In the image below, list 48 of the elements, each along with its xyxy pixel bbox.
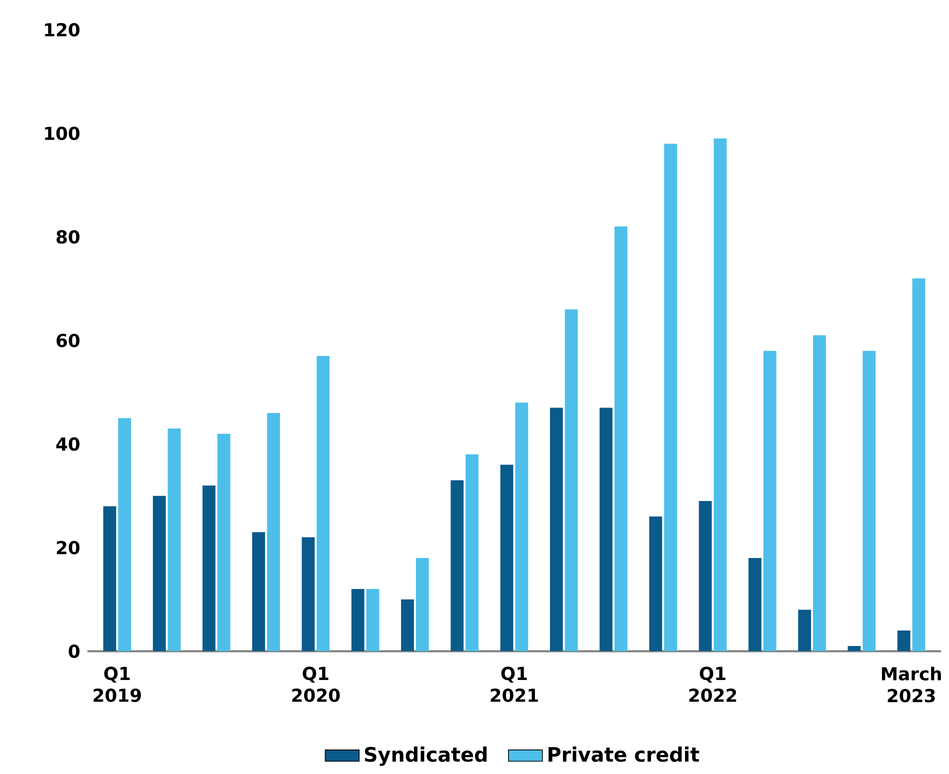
y-tick-label: 120: [45, 22, 80, 36]
bar: [862, 350, 876, 652]
bar: [118, 418, 132, 652]
bar: [649, 516, 662, 652]
bar: [714, 138, 727, 652]
bar: [748, 558, 762, 652]
bar: [515, 402, 528, 652]
bar: [564, 309, 578, 652]
bar: [366, 588, 380, 652]
bar: [550, 408, 563, 652]
y-tick-label: 100: [45, 126, 80, 140]
bar: [897, 630, 910, 652]
x-tick-label: Q1 2021: [490, 666, 538, 702]
bar: [600, 408, 613, 652]
bar: [848, 646, 861, 652]
bar: [763, 350, 776, 652]
y-tick-label: 0: [68, 644, 80, 658]
bar: [152, 496, 166, 652]
y-tick-label: 40: [56, 437, 80, 451]
y-tick-label: 80: [56, 230, 80, 244]
x-tick-label: Q1 2019: [94, 666, 141, 702]
bar: [202, 485, 216, 652]
legend-label: Syndicated: [364, 746, 487, 766]
bar: [401, 599, 414, 652]
x-tick-label: March 2023: [882, 666, 941, 702]
bar: [267, 412, 280, 652]
bar: [103, 506, 116, 652]
bar: [500, 464, 514, 652]
legend-label: Private credit: [548, 746, 700, 762]
bar: [252, 532, 266, 652]
y-tick-label: 20: [56, 540, 80, 554]
bar: [798, 610, 812, 652]
bar: [416, 558, 429, 652]
bar: [316, 356, 330, 652]
bar: [466, 454, 478, 652]
bar: [813, 335, 826, 652]
bar: [168, 428, 181, 652]
bar: [302, 537, 315, 652]
bar: [912, 278, 926, 652]
bar: [664, 144, 678, 652]
x-tick-label: Q1 2020: [292, 666, 340, 702]
bar: [614, 226, 628, 652]
x-tick-label: Q1 2022: [689, 666, 736, 702]
y-tick-label: 60: [56, 334, 80, 348]
bar: [450, 480, 464, 652]
bar: [351, 588, 364, 652]
bar: [698, 500, 712, 652]
bar: [217, 434, 230, 652]
